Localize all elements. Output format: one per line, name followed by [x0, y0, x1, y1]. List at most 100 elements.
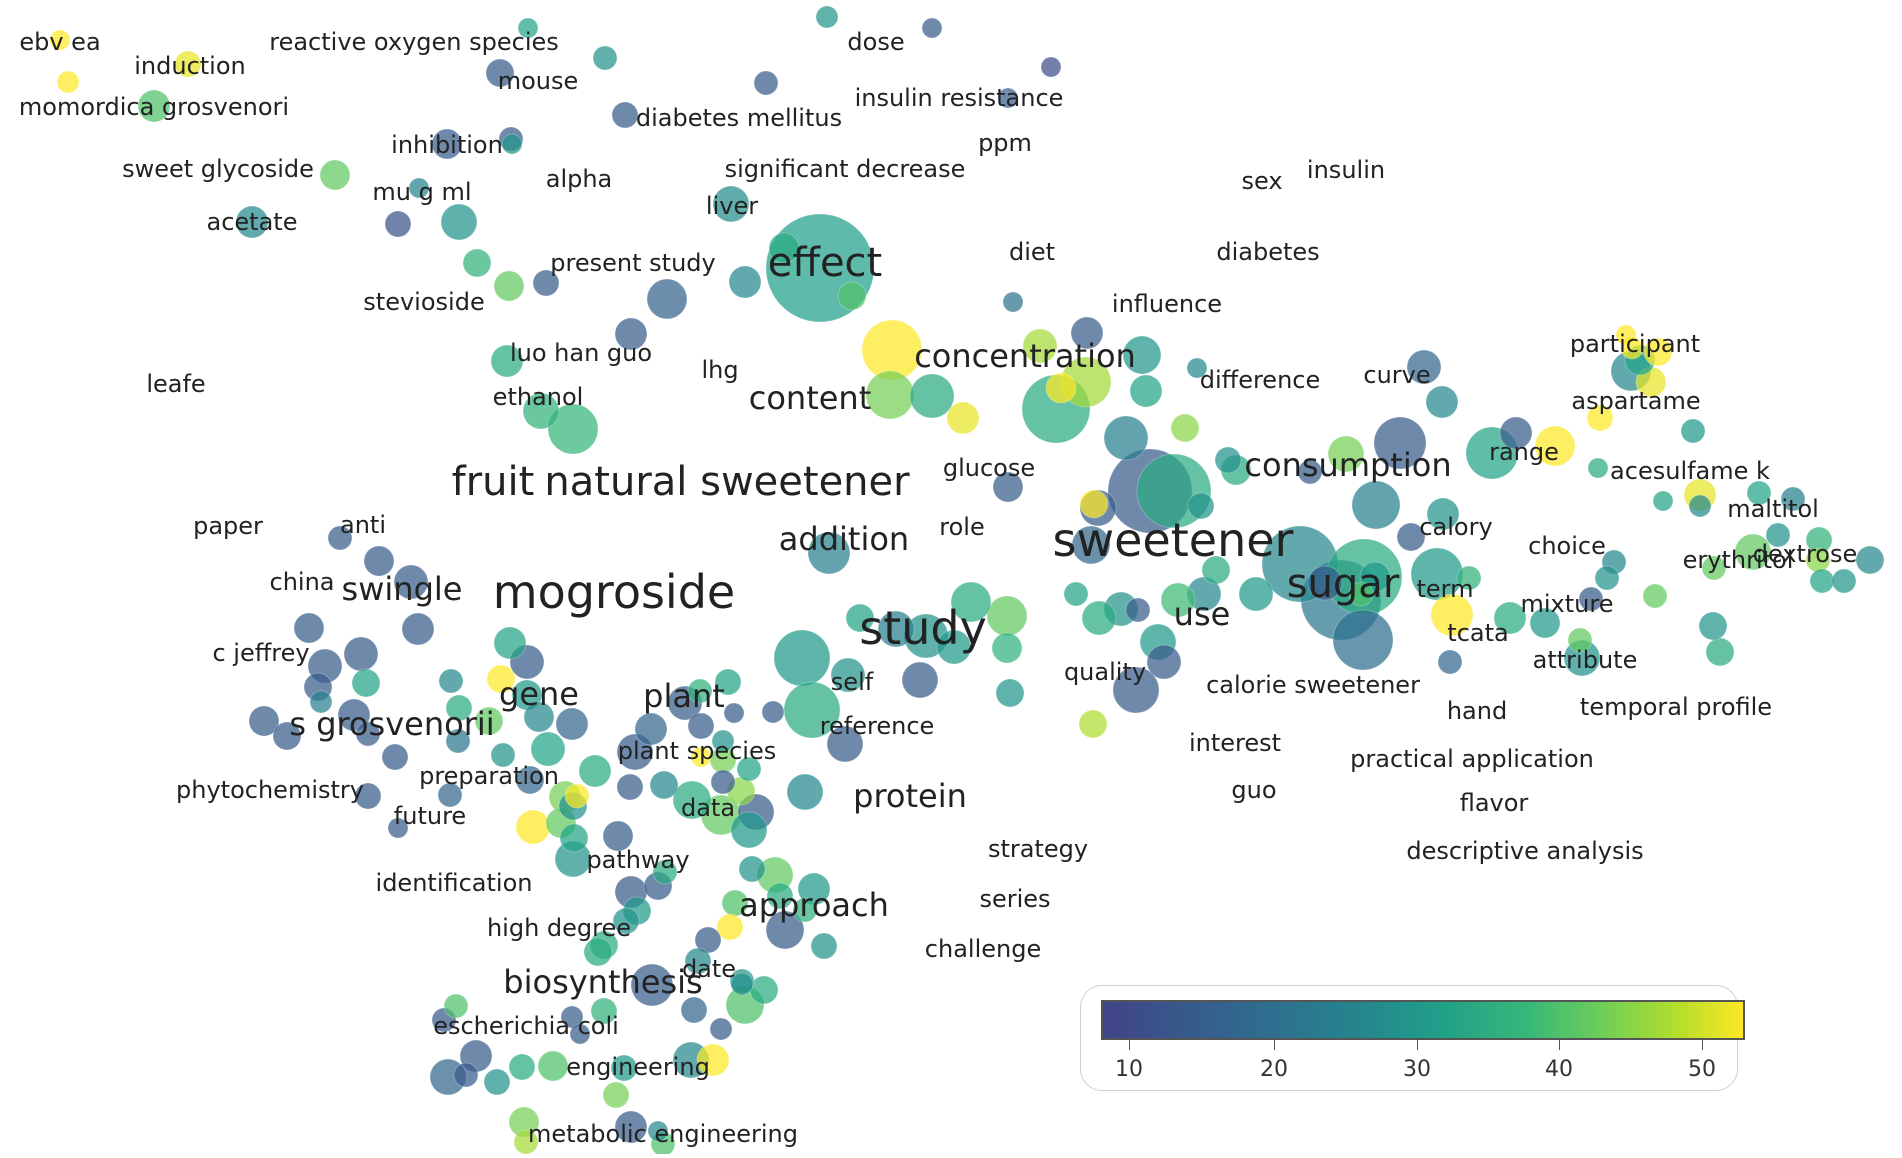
term-bubble — [684, 947, 712, 975]
term-label: alpha — [545, 165, 613, 193]
term-label: natural sweetener — [544, 459, 910, 505]
term-bubble — [272, 721, 302, 751]
term-label: sweet glycoside — [122, 155, 314, 183]
term-bubble — [837, 281, 867, 311]
term-label: anti — [340, 511, 386, 539]
term-label: use — [1173, 595, 1231, 633]
term-bubble — [445, 728, 471, 754]
term-bubble — [1698, 611, 1728, 641]
term-bubble — [946, 401, 980, 435]
term-bubble — [647, 1120, 669, 1142]
term-bubble — [646, 278, 688, 320]
term-label: plant species — [617, 737, 777, 765]
term-bubble — [714, 668, 742, 696]
term-label: quality — [1063, 658, 1147, 686]
term-bubble — [537, 1050, 569, 1082]
term-bubble — [765, 910, 805, 950]
term-bubble — [1040, 56, 1062, 78]
term-bubble — [1734, 533, 1772, 571]
term-label: flavor — [1459, 789, 1529, 817]
term-label: insulin — [1306, 156, 1386, 184]
term-bubble — [522, 392, 560, 430]
term-label: mouse — [497, 67, 579, 95]
term-bubble — [1809, 568, 1835, 594]
term-bubble — [766, 882, 794, 910]
term-bubble — [680, 996, 708, 1024]
term-label: strategy — [987, 835, 1089, 863]
term-label: ebv ea — [19, 28, 101, 56]
term-label: difference — [1199, 366, 1321, 394]
term-label: diet — [1008, 238, 1056, 266]
term-label: acesulfame k — [1610, 457, 1770, 485]
term-bubble — [515, 765, 545, 795]
term-label: dextrose — [1752, 540, 1858, 568]
color-scale-legend: 10 20 30 40 50 — [1080, 985, 1745, 1091]
term-label: concentration — [914, 337, 1136, 375]
term-bubble — [337, 698, 371, 732]
term-bubble — [696, 1043, 730, 1077]
term-bubble — [1406, 349, 1442, 385]
term-bubble — [768, 232, 800, 264]
term-bubble — [936, 629, 972, 665]
legend-tick-label: 50 — [1688, 1057, 1716, 1082]
term-label: temporal profile — [1579, 693, 1773, 721]
term-bubble — [1594, 565, 1620, 591]
term-bubble — [1642, 583, 1668, 609]
term-label: future — [393, 802, 467, 830]
term-bubble — [1493, 601, 1527, 635]
term-bubble — [716, 913, 744, 941]
term-bubble — [950, 581, 992, 623]
term-bubble — [1437, 649, 1463, 675]
term-label: reference — [819, 712, 935, 740]
term-bubble — [709, 1017, 733, 1041]
legend-tick-mark — [1702, 1038, 1703, 1050]
term-bubble — [730, 972, 754, 996]
term-bubble — [438, 668, 464, 694]
term-label: sweetener — [1052, 513, 1294, 567]
term-bubble — [1351, 480, 1401, 530]
term-label: descriptive analysis — [1406, 837, 1644, 865]
term-label: consumption — [1244, 446, 1452, 484]
term-bubble — [1499, 416, 1533, 450]
term-label: ethanol — [492, 383, 584, 411]
term-bubble — [530, 731, 566, 767]
legend-tick-mark — [1559, 1038, 1560, 1050]
term-bubble — [590, 997, 618, 1025]
term-bubble — [1160, 582, 1196, 618]
term-label: liver — [705, 192, 759, 220]
term-bubble — [1070, 316, 1104, 350]
term-label: high degree — [486, 914, 632, 942]
term-label: dose — [847, 28, 905, 56]
term-label: content — [748, 379, 872, 417]
term-bubble — [517, 17, 539, 39]
term-bubble — [995, 678, 1025, 708]
legend-tick-label: 30 — [1403, 1057, 1431, 1082]
term-label: mu g ml — [372, 178, 472, 206]
legend-tick-label: 40 — [1545, 1057, 1573, 1082]
term-label: biosynthesis — [503, 963, 703, 1001]
term-label: approach — [739, 886, 889, 924]
term-bubble — [1103, 415, 1149, 461]
term-label: guo — [1231, 776, 1277, 804]
term-bubble — [992, 471, 1024, 503]
term-bubble — [569, 1023, 591, 1045]
term-bubble — [493, 270, 525, 302]
term-bubble — [1746, 480, 1772, 506]
term-bubble — [384, 210, 412, 238]
term-label: mixture — [1520, 590, 1614, 618]
term-bubble — [343, 636, 379, 672]
term-bubble — [523, 701, 555, 733]
term-bubble — [1214, 446, 1242, 474]
term-bubble — [501, 133, 523, 155]
term-bubble — [1348, 581, 1374, 607]
term-bubble — [1327, 435, 1365, 473]
term-label: pathway — [586, 846, 690, 874]
term-bubble — [712, 185, 750, 223]
term-label: present study — [550, 249, 716, 277]
term-bubble — [1186, 357, 1208, 379]
term-bubble — [738, 855, 766, 883]
term-bubble — [611, 101, 639, 129]
term-bubble — [431, 128, 463, 160]
term-bubble — [1587, 457, 1609, 479]
term-label: calorie sweetener — [1206, 671, 1420, 699]
